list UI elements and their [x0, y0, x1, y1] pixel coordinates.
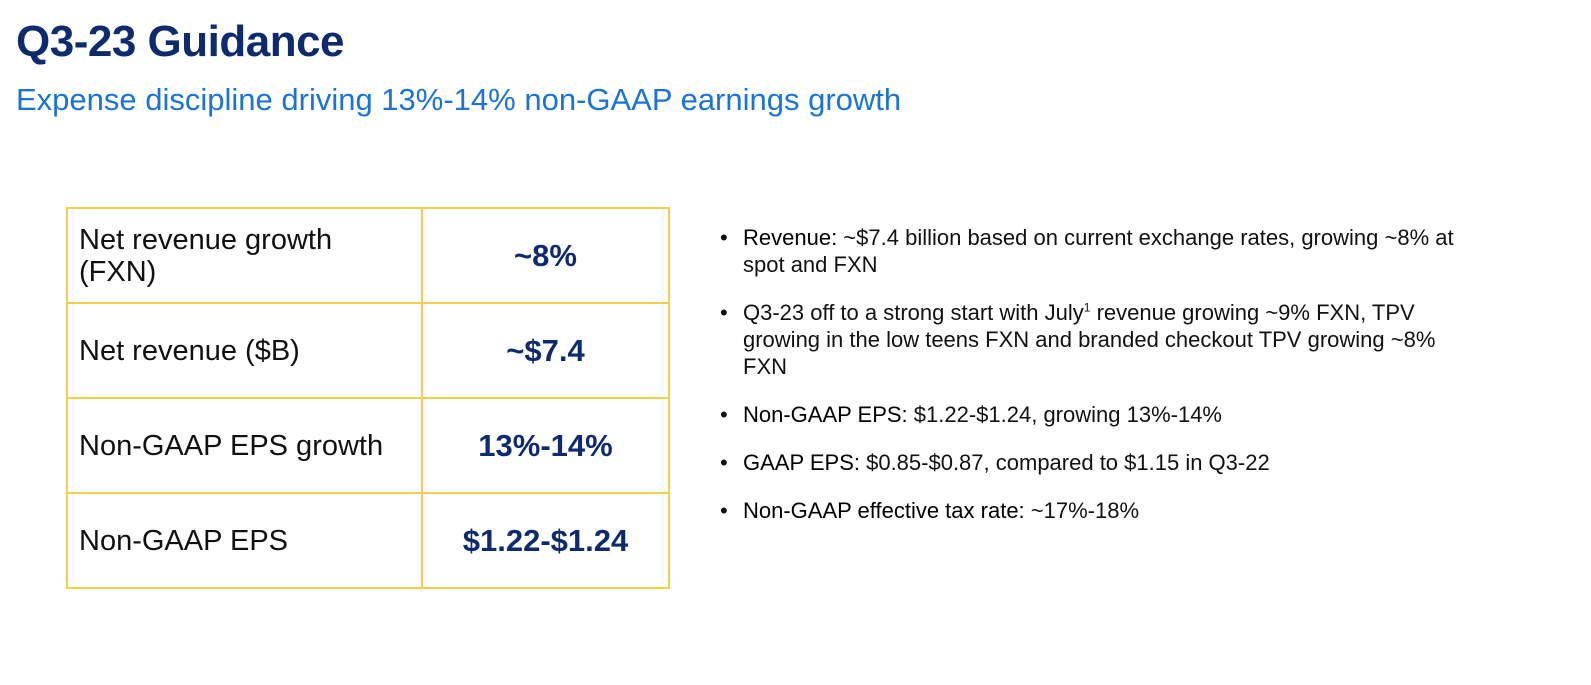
bullet-icon: •	[720, 225, 728, 250]
metric-label: Net revenue growth (FXN)	[66, 207, 423, 304]
metric-label: Non-GAAP EPS	[66, 492, 423, 589]
bullet-text: ~17%-18%	[1024, 498, 1140, 523]
bullet-text: ~$7.4 billion based on current exchange …	[743, 225, 1454, 277]
metric-label: Non-GAAP EPS growth	[66, 397, 423, 494]
list-item: • Non-GAAP effective tax rate: ~17%-18%	[720, 497, 1480, 524]
table-row: Net revenue ($B) ~$7.4	[66, 302, 670, 399]
table-row: Non-GAAP EPS growth 13%-14%	[66, 397, 670, 494]
list-item: • Non-GAAP EPS: $1.22-$1.24, growing 13%…	[720, 401, 1480, 428]
metric-value: $1.22-$1.24	[421, 492, 670, 589]
list-item: • GAAP EPS: $0.85-$0.87, compared to $1.…	[720, 449, 1480, 476]
metric-value: ~$7.4	[421, 302, 670, 399]
guidance-table: Net revenue growth (FXN) ~8% Net revenue…	[66, 207, 670, 589]
bullet-lead: GAAP EPS:	[743, 450, 860, 475]
table-row: Net revenue growth (FXN) ~8%	[66, 207, 670, 304]
metric-value: 13%-14%	[421, 397, 670, 494]
page-title: Q3-23 Guidance	[16, 17, 345, 66]
list-item: • Q3-23 off to a strong start with July1…	[720, 299, 1480, 380]
guidance-bullet-list: • Revenue: ~$7.4 billion based on curren…	[720, 224, 1480, 545]
bullet-icon: •	[720, 498, 728, 523]
bullet-text-continued: revenue growing ~9% FXN, TPV growing in …	[743, 300, 1436, 379]
page-subtitle: Expense discipline driving 13%-14% non-G…	[16, 82, 902, 117]
bullet-icon: •	[720, 450, 728, 475]
footnote-marker: 1	[1083, 300, 1091, 315]
bullet-lead: Revenue:	[743, 225, 838, 250]
table-row: Non-GAAP EPS $1.22-$1.24	[66, 492, 670, 589]
list-item: • Revenue: ~$7.4 billion based on curren…	[720, 224, 1480, 278]
bullet-icon: •	[720, 300, 728, 325]
metric-value: ~8%	[421, 207, 670, 304]
bullet-lead: Non-GAAP EPS:	[743, 402, 908, 427]
bullet-text: Q3-23 off to a strong start with July	[743, 300, 1084, 325]
metric-label: Net revenue ($B)	[66, 302, 423, 399]
bullet-text: $0.85-$0.87, compared to $1.15 in Q3-22	[859, 450, 1270, 475]
bullet-icon: •	[720, 402, 728, 427]
bullet-lead: Non-GAAP effective tax rate:	[743, 498, 1025, 523]
bullet-text: $1.22-$1.24, growing 13%-14%	[907, 402, 1222, 427]
